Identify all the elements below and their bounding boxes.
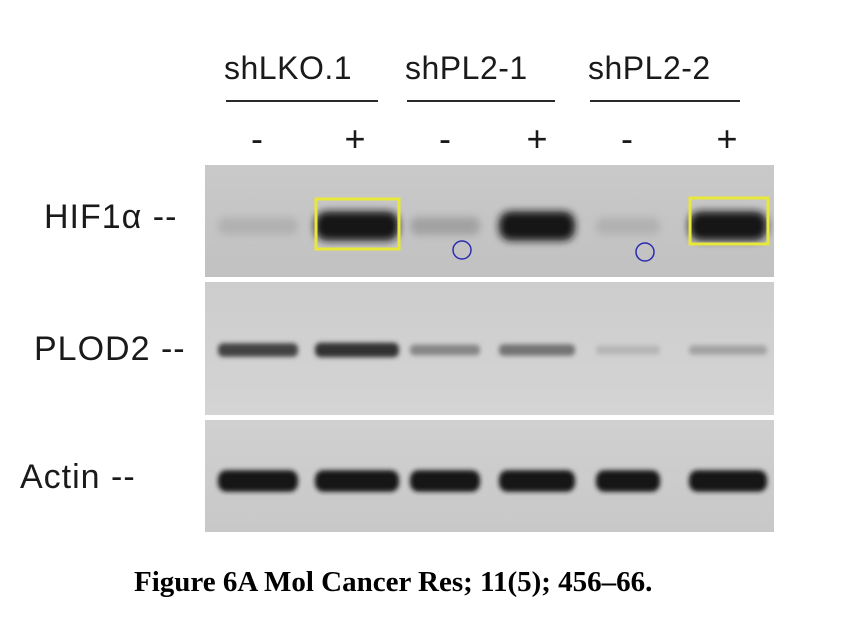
band-hif1a-lane-5 [596,217,660,235]
group-label-shpl2-2: shPL2-2 [588,50,711,86]
band-plod2-lane-6 [689,345,767,355]
band-plod2-lane-1 [218,343,298,357]
band-actin-lane-2 [315,470,399,492]
band-actin-lane-5 [596,470,660,492]
band-plod2-lane-3 [410,344,480,356]
band-hif1a-lane-1 [218,217,298,235]
lane-sign-2: + [344,118,366,159]
band-hif1a-lane-6 [689,211,767,241]
panel-plod2 [205,282,774,415]
highlight-box-shlko1-plus [314,197,401,251]
panel-actin [205,420,774,532]
row-label-actin: Actin -- [20,458,136,496]
band-hif1a-lane-3 [410,217,480,235]
bands-actin [218,470,767,492]
group-underline-shlko1 [226,100,378,102]
group-underline-shpl2-2 [590,100,740,102]
row-label-hif1a: HIF1α -- [44,198,178,236]
lane-sign-3: - [439,118,451,159]
band-actin-lane-6 [689,470,767,492]
band-hif1a-lane-2 [315,211,399,241]
lane-sign-6: + [716,118,738,159]
group-label-shpl2-1: shPL2-1 [405,50,528,86]
figure-caption: Figure 6A Mol Cancer Res; 11(5); 456–66. [134,566,653,598]
bands-hif1a [218,211,767,241]
lane-sign-5: - [621,118,633,159]
bands-plod2 [218,342,767,358]
band-hif1a-lane-4 [499,211,575,241]
group-underline-shpl2-1 [407,100,555,102]
band-plod2-lane-4 [499,344,575,356]
band-actin-lane-4 [499,470,575,492]
group-label-shlko1: shLKO.1 [224,50,353,86]
band-actin-lane-3 [410,470,480,492]
lane-sign-4: + [526,118,548,159]
row-label-plod2: PLOD2 -- [34,330,186,368]
highlight-box-shpl2-2-plus [688,196,770,246]
band-plod2-lane-2 [315,342,399,358]
lane-sign-1: - [251,118,263,159]
circle-marker-shpl2-1-minus [452,240,472,260]
circle-marker-shpl2-2-minus [635,242,655,262]
band-actin-lane-1 [218,470,298,492]
panel-hif1a [205,165,774,277]
band-plod2-lane-5 [596,345,660,355]
